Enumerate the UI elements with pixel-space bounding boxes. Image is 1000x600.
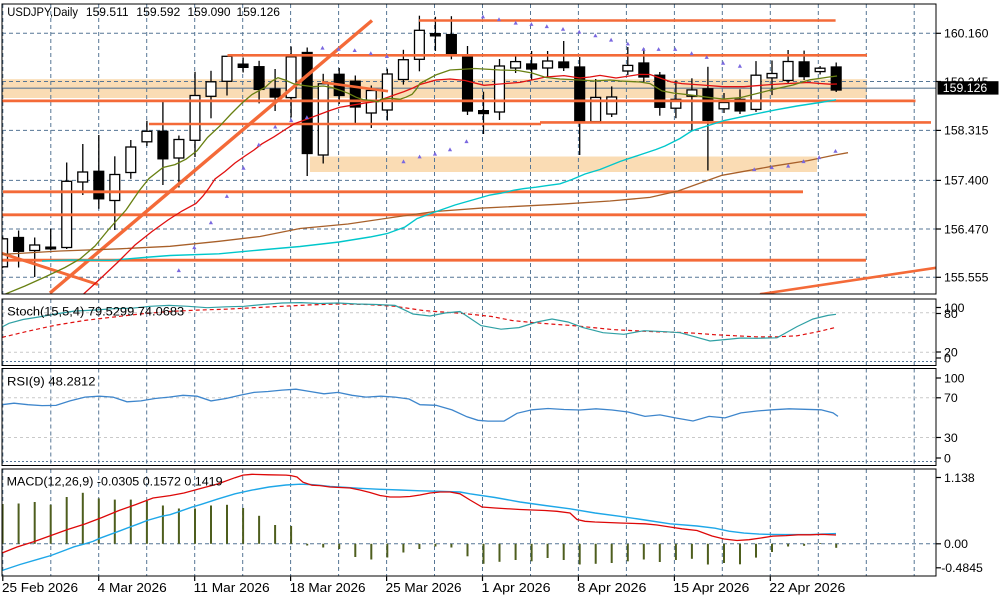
svg-text:-0.4845: -0.4845 [941, 561, 983, 575]
svg-text:160.160: 160.160 [944, 27, 989, 41]
svg-text:80: 80 [944, 307, 958, 321]
svg-text:157.400: 157.400 [944, 174, 989, 188]
svg-text:156.470: 156.470 [944, 222, 989, 236]
svg-text:1.138: 1.138 [944, 471, 975, 485]
svg-text:155.555: 155.555 [944, 271, 989, 285]
svg-text:18 Mar 2026: 18 Mar 2026 [290, 581, 366, 595]
svg-text:158.315: 158.315 [944, 124, 989, 138]
svg-text:25 Feb 2026: 25 Feb 2026 [2, 581, 78, 595]
svg-text:4 Mar 2026: 4 Mar 2026 [98, 581, 167, 595]
svg-text:159.126: 159.126 [237, 5, 281, 19]
svg-text:USDJPY,Daily: USDJPY,Daily [7, 5, 78, 19]
svg-text:11 Mar 2026: 11 Mar 2026 [194, 581, 270, 595]
svg-text:0: 0 [944, 451, 951, 465]
svg-text:70: 70 [944, 391, 958, 405]
svg-text:159.126: 159.126 [943, 81, 988, 95]
svg-text:30: 30 [944, 431, 958, 445]
svg-text:100: 100 [944, 371, 965, 385]
svg-text:8 Apr 2026: 8 Apr 2026 [577, 581, 646, 595]
svg-text:MACD(12,26,9) -0.0305 0.1572 0: MACD(12,26,9) -0.0305 0.1572 0.1419 [7, 474, 223, 488]
svg-text:100: 100 [944, 301, 965, 315]
svg-text:159.592: 159.592 [136, 5, 180, 19]
svg-text:0.00: 0.00 [944, 537, 968, 551]
svg-text:20: 20 [944, 345, 958, 359]
svg-text:25 Mar 2026: 25 Mar 2026 [386, 581, 462, 595]
svg-text:1 Apr 2026: 1 Apr 2026 [482, 581, 551, 595]
svg-text:159.090: 159.090 [188, 5, 231, 19]
svg-text:0: 0 [944, 351, 951, 365]
svg-text:15 Apr 2026: 15 Apr 2026 [673, 581, 749, 595]
svg-text:22 Apr 2026: 22 Apr 2026 [769, 581, 845, 595]
svg-text:RSI(9) 48.2812: RSI(9) 48.2812 [7, 375, 96, 389]
svg-text:Stoch(15,5,4) 79.5299 74.0683: Stoch(15,5,4) 79.5299 74.0683 [7, 304, 184, 318]
svg-text:159.511: 159.511 [86, 5, 129, 19]
